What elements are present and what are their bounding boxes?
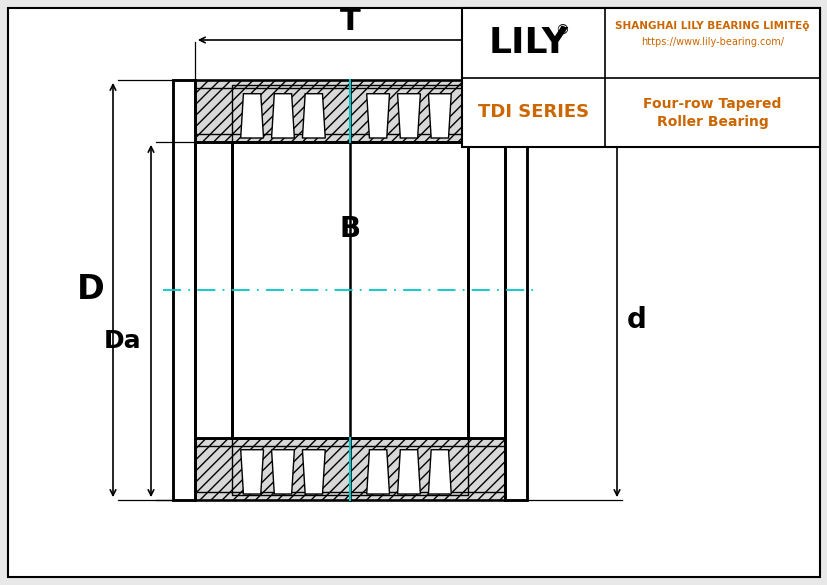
Bar <box>195 80 504 500</box>
Text: Roller Bearing: Roller Bearing <box>656 115 767 129</box>
Text: da: da <box>585 99 619 123</box>
Bar <box>173 80 195 500</box>
Text: T: T <box>339 8 360 36</box>
Polygon shape <box>366 450 389 494</box>
Bar <box>504 80 526 500</box>
Polygon shape <box>302 450 325 494</box>
Bar <box>195 142 232 438</box>
Bar <box>504 80 526 500</box>
Polygon shape <box>271 450 294 494</box>
Polygon shape <box>271 94 294 138</box>
Text: SHANGHAI LILY BEARING LIMITEǭ: SHANGHAI LILY BEARING LIMITEǭ <box>614 21 809 31</box>
Bar <box>195 80 504 142</box>
Bar <box>195 438 504 500</box>
Polygon shape <box>397 94 420 138</box>
Polygon shape <box>428 94 451 138</box>
Polygon shape <box>428 450 451 494</box>
Text: TDI SERIES: TDI SERIES <box>477 103 589 121</box>
Polygon shape <box>302 94 325 138</box>
Bar <box>232 85 467 142</box>
Bar <box>232 142 467 438</box>
Bar <box>467 142 504 438</box>
Bar <box>232 438 467 495</box>
Bar <box>232 142 467 438</box>
Text: D: D <box>77 274 105 307</box>
Text: d: d <box>626 306 646 334</box>
Text: Four-row Tapered: Four-row Tapered <box>643 97 781 111</box>
Polygon shape <box>397 450 420 494</box>
Polygon shape <box>366 94 389 138</box>
Bar <box>461 8 819 147</box>
Text: https://www.lily-bearing.com/: https://www.lily-bearing.com/ <box>640 37 783 47</box>
Text: LILY: LILY <box>488 26 568 60</box>
Text: B: B <box>339 215 360 243</box>
Text: Da: Da <box>104 329 141 353</box>
Text: ®: ® <box>554 24 568 38</box>
Polygon shape <box>241 94 263 138</box>
Polygon shape <box>241 450 263 494</box>
Bar <box>173 80 195 500</box>
